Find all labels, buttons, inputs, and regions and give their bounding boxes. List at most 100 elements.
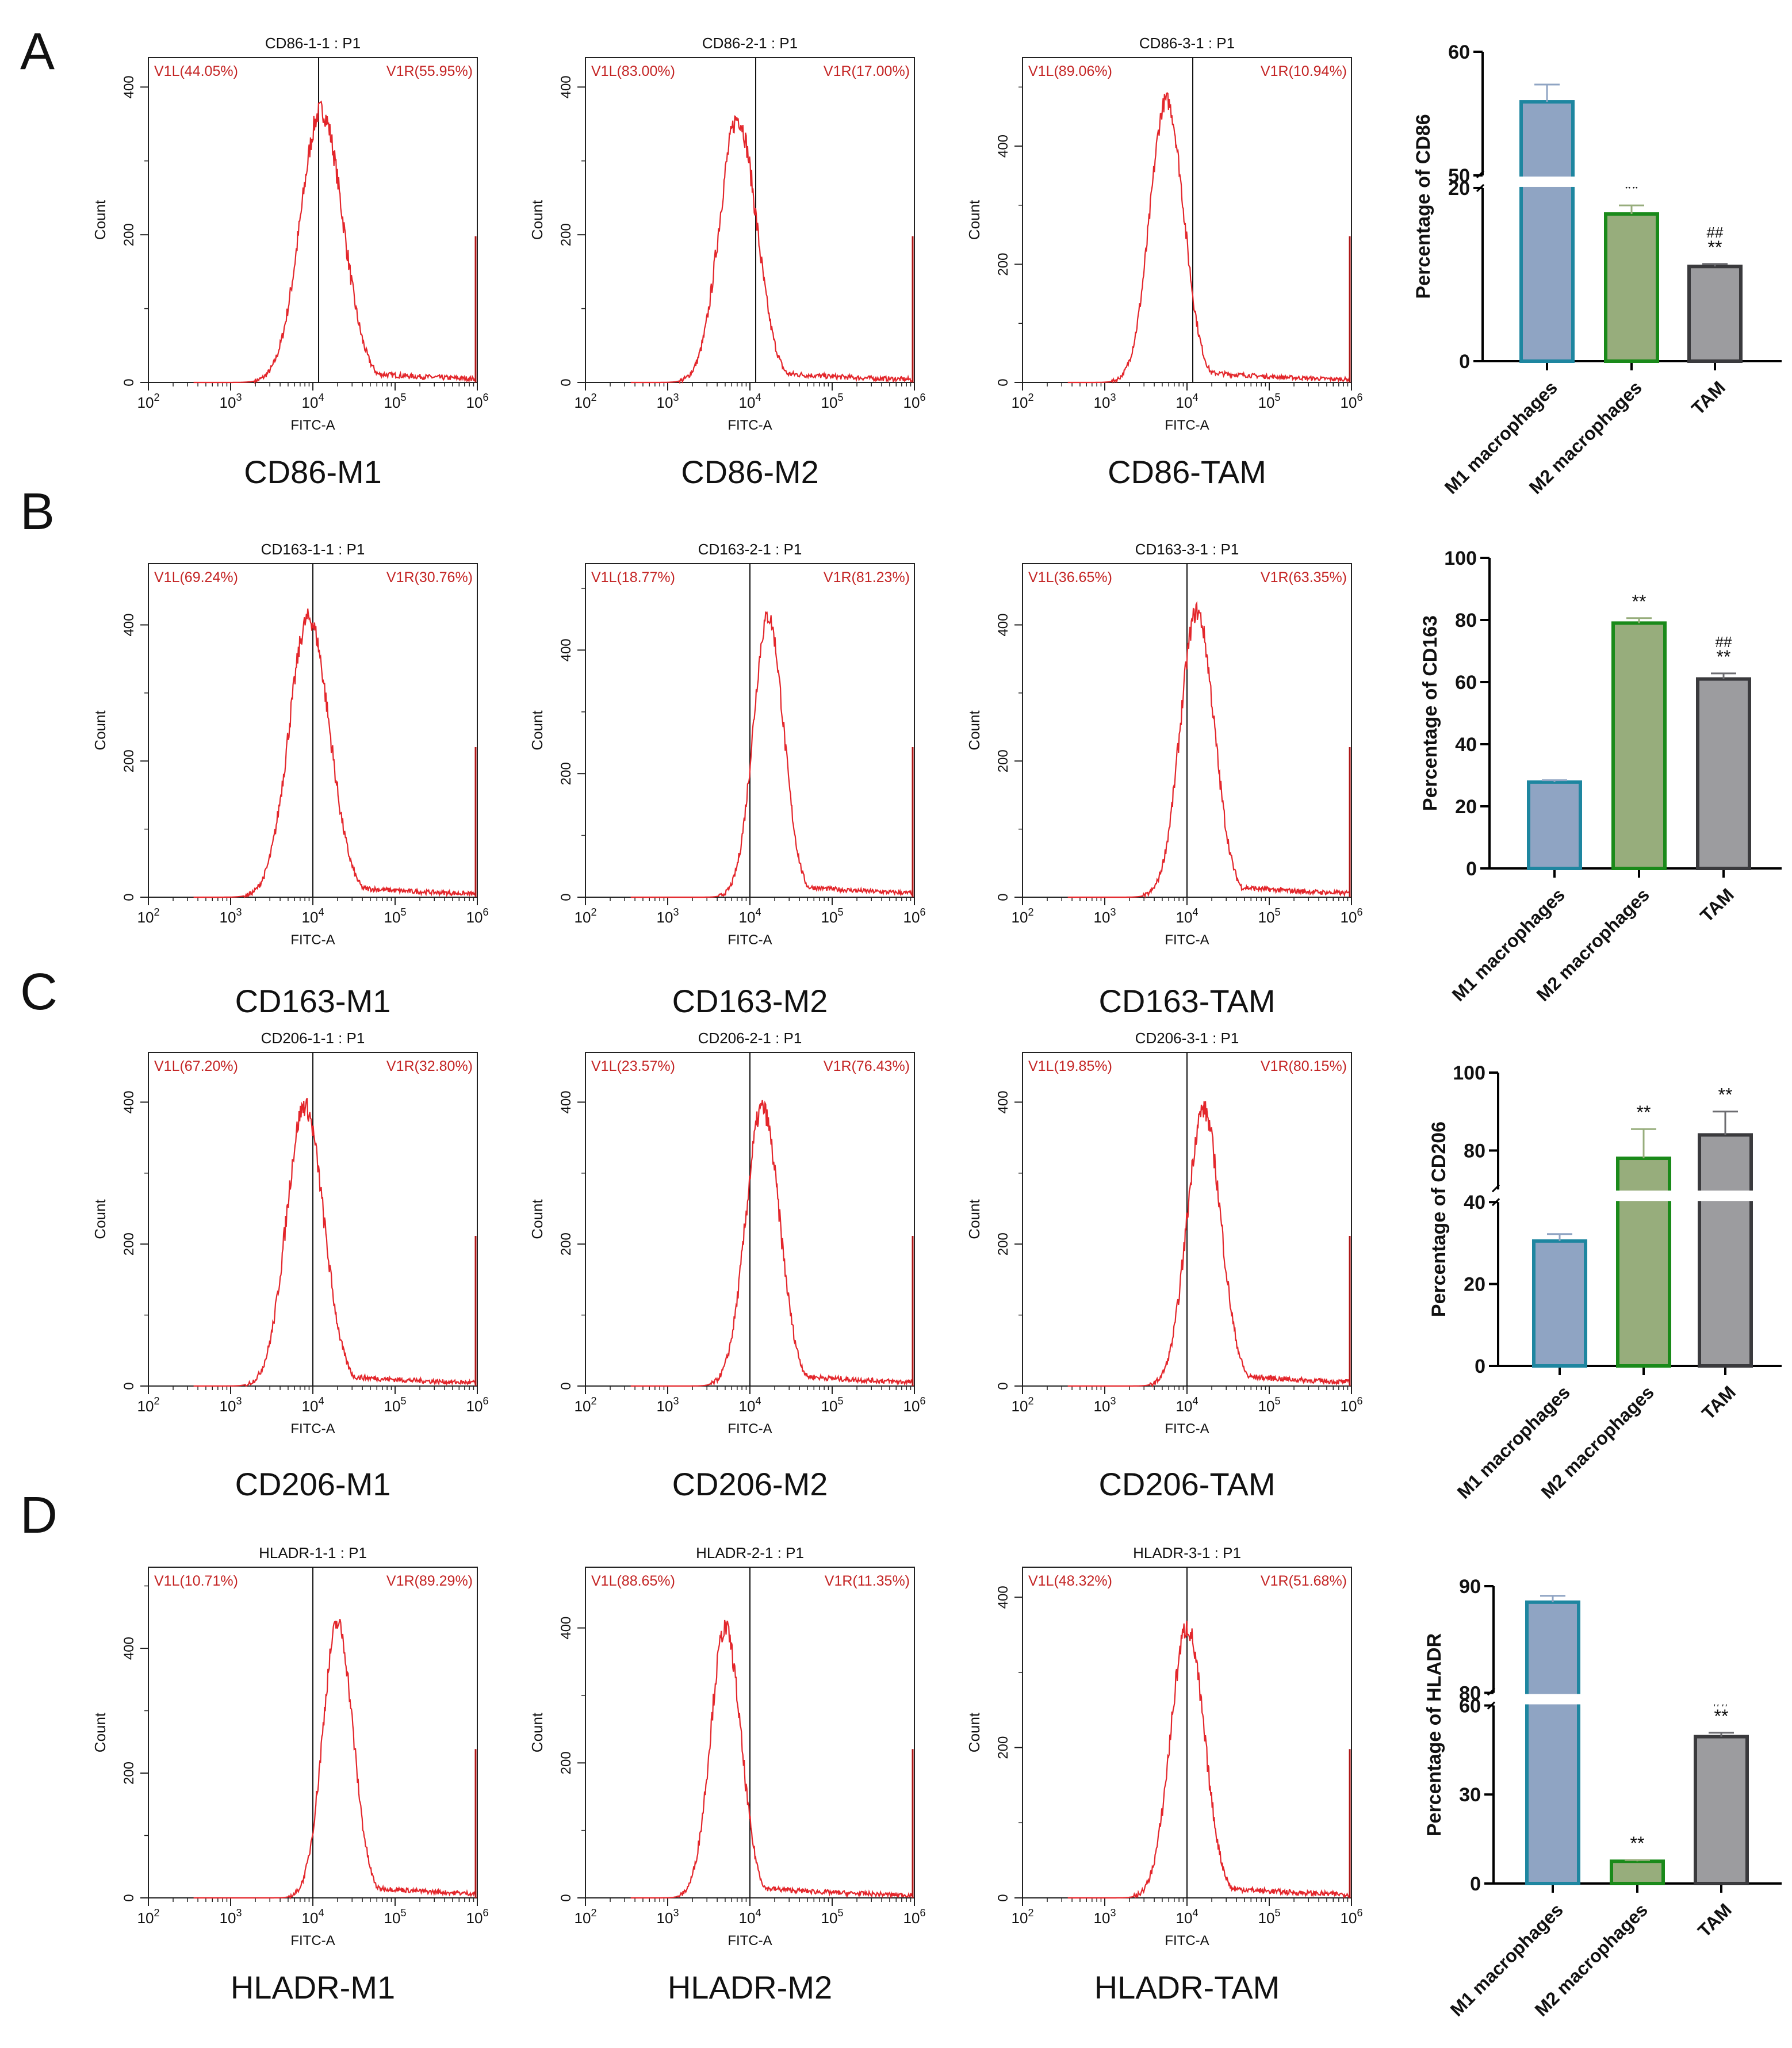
x-axis-label: FITC-A <box>727 932 772 948</box>
x-tick-base: 10 <box>384 1909 401 1927</box>
x-tick-exponent: 2 <box>154 1907 159 1919</box>
histogram-caption: CD206-M2 <box>672 1466 828 1502</box>
y-tick-label: 0 <box>558 1894 574 1901</box>
histogram-title: CD206-2-1 : P1 <box>698 1029 802 1047</box>
x-tick-exponent: 3 <box>236 906 242 918</box>
x-tick-label: 105 <box>1258 1907 1281 1927</box>
y-tick-label: 0 <box>558 893 574 901</box>
x-axis-label: FITC-A <box>1165 1933 1209 1949</box>
x-tick-base: 10 <box>384 1398 401 1415</box>
y-tick-label: 0 <box>995 378 1011 386</box>
x-tick-label: 106 <box>903 392 926 411</box>
x-axis-label: FITC-A <box>290 1421 335 1437</box>
x-tick-exponent: 2 <box>591 392 596 403</box>
y-axis-label: Count <box>966 1199 983 1239</box>
significance-stars: ** <box>1717 646 1731 667</box>
x-tick-base: 10 <box>657 909 673 926</box>
x-tick-label: 104 <box>739 1395 761 1415</box>
x-tick-exponent: 5 <box>837 1907 843 1919</box>
x-tick-label: 104 <box>302 1907 324 1927</box>
significance-stars: ** <box>1708 237 1722 258</box>
y-tick-label: 20 <box>1464 1274 1485 1296</box>
x-tick-exponent: 3 <box>673 1907 679 1919</box>
y-axis-label: Count <box>91 1712 109 1752</box>
gate-left-label: V1L(69.24%) <box>154 569 238 585</box>
x-tick-exponent: 3 <box>1110 1395 1116 1407</box>
x-tick-exponent: 2 <box>591 1395 596 1407</box>
y-tick-label: 0 <box>558 378 574 386</box>
y-axis-label: Count <box>966 1712 983 1752</box>
panel-letter: D <box>20 1487 58 1544</box>
gate-left-label: V1L(88.65%) <box>591 1573 675 1589</box>
x-tick-base: 10 <box>1012 1398 1028 1415</box>
y-tick-label: 20 <box>1448 178 1470 200</box>
x-tick-label: 105 <box>384 1395 407 1415</box>
x-tick-label: 106 <box>466 1395 489 1415</box>
x-tick-exponent: 2 <box>1028 1395 1033 1407</box>
y-tick-label: 100 <box>1444 548 1477 569</box>
x-tick-label: 103 <box>220 1395 242 1415</box>
x-tick-label: 106 <box>466 906 489 926</box>
y-tick-label: 80 <box>1464 1140 1485 1162</box>
x-tick-label: 106 <box>1341 1395 1363 1415</box>
y-tick-label: 60 <box>1459 1695 1481 1717</box>
x-tick-label: 103 <box>657 1907 679 1927</box>
x-tick-base: 10 <box>903 1909 920 1927</box>
y-tick-label: 200 <box>995 253 1011 276</box>
histogram-title: HLADR-3-1 : P1 <box>1133 1544 1241 1561</box>
y-axis-label: Count <box>91 1199 109 1239</box>
bar-2 <box>1616 1157 1671 1368</box>
x-tick-exponent: 2 <box>154 906 159 918</box>
x-tick-base: 10 <box>220 394 236 411</box>
x-tick-base: 10 <box>137 1909 154 1927</box>
gate-left-label: V1L(18.77%) <box>591 569 675 585</box>
x-tick-exponent: 6 <box>1357 392 1362 403</box>
x-tick-exponent: 5 <box>837 1395 843 1407</box>
histogram-caption: HLADR-M1 <box>231 1969 395 2005</box>
y-axis-label: Count <box>91 200 109 240</box>
histogram-curve <box>1067 1620 1351 1899</box>
y-tick-label: 400 <box>558 1617 574 1640</box>
y-tick-label: 200 <box>995 1232 1011 1255</box>
x-tick-exponent: 5 <box>837 906 843 918</box>
gate-right-label: V1R(17.00%) <box>824 63 910 79</box>
x-axis-label: FITC-A <box>1165 418 1209 433</box>
gate-right-label: V1R(81.23%) <box>824 569 910 585</box>
x-tick-base: 10 <box>137 909 154 926</box>
y-tick-label: 200 <box>121 1232 137 1255</box>
x-tick-label: 103 <box>1094 1395 1116 1415</box>
x-tick-base: 10 <box>1258 909 1275 926</box>
gate-left-label: V1L(23.57%) <box>591 1058 675 1074</box>
y-axis-label: Count <box>529 710 546 751</box>
x-tick-label: 103 <box>657 392 679 411</box>
x-tick-label: 102 <box>575 392 597 411</box>
y-tick-label: 0 <box>121 1894 137 1901</box>
x-tick-base: 10 <box>466 1909 483 1927</box>
gate-left-label: V1L(67.20%) <box>154 1058 238 1074</box>
x-tick-exponent: 3 <box>236 1395 242 1407</box>
axis-break-band <box>1487 176 1782 187</box>
x-tick-base: 10 <box>220 909 236 926</box>
x-tick-label: 105 <box>821 1395 844 1415</box>
x-tick-exponent: 6 <box>483 392 488 403</box>
x-axis-label: FITC-A <box>727 418 772 433</box>
bar-1 <box>1527 780 1582 870</box>
x-tick-exponent: 6 <box>1357 1395 1362 1407</box>
x-tick-label: 106 <box>1341 392 1363 411</box>
histogram-caption: CD163-M1 <box>235 983 391 1019</box>
gate-left-label: V1L(36.65%) <box>1028 569 1112 585</box>
gate-left-label: V1L(89.06%) <box>1028 63 1112 79</box>
y-tick-label: 0 <box>995 1894 1011 1901</box>
y-tick-label: 400 <box>995 1090 1011 1113</box>
x-tick-label: 105 <box>821 1907 844 1927</box>
x-tick-base: 10 <box>575 1909 591 1927</box>
histogram-curve <box>630 1100 914 1387</box>
x-tick-base: 10 <box>1176 1398 1193 1415</box>
x-tick-label: 102 <box>575 1395 597 1415</box>
gate-right-label: V1R(51.68%) <box>1261 1573 1347 1589</box>
significance-stars: ** <box>1632 591 1647 612</box>
